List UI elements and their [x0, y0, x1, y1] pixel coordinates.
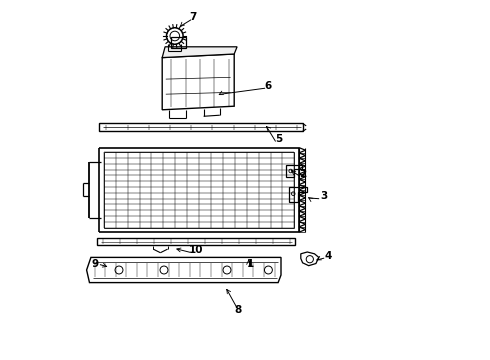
Text: 6: 6: [265, 81, 272, 91]
Text: 9: 9: [91, 258, 98, 269]
Text: 2: 2: [299, 168, 306, 179]
Text: 3: 3: [320, 191, 327, 201]
Text: 8: 8: [234, 305, 242, 315]
Text: 10: 10: [189, 245, 204, 255]
Text: 7: 7: [189, 12, 196, 22]
Text: 1: 1: [247, 258, 254, 269]
Text: 4: 4: [324, 251, 332, 261]
Polygon shape: [162, 47, 237, 58]
Text: 5: 5: [275, 134, 283, 144]
